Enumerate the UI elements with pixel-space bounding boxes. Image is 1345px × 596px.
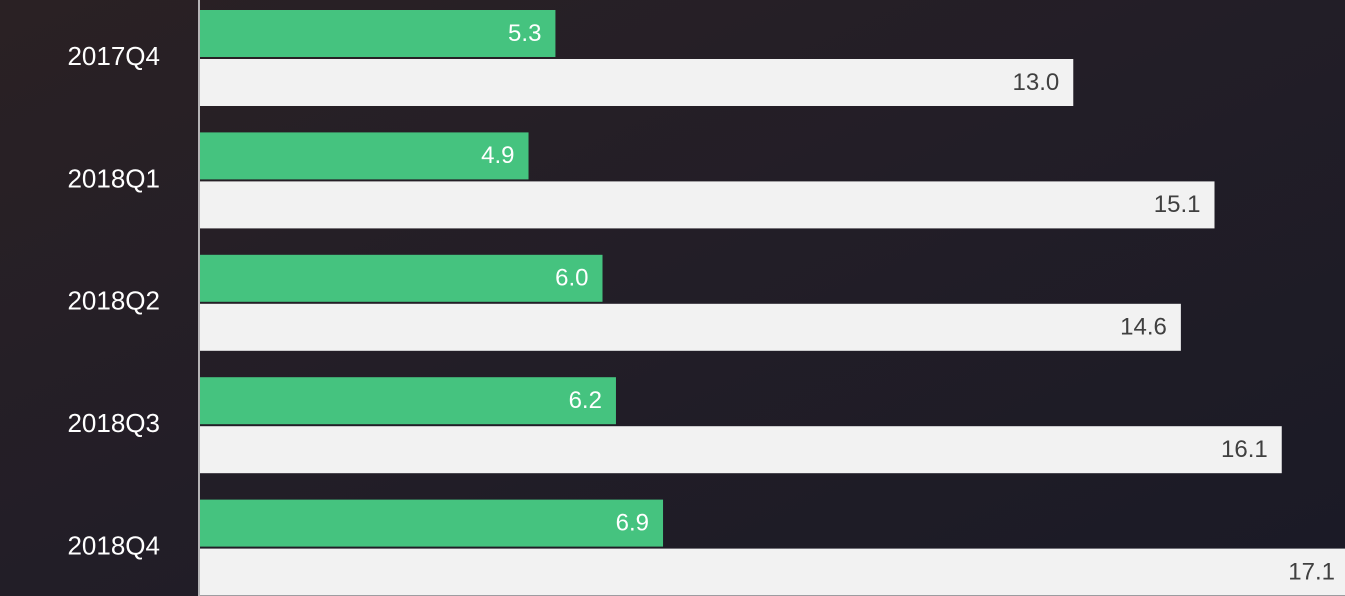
data-label: 16.1 [1221, 436, 1268, 463]
bar [200, 303, 1181, 351]
bar [200, 59, 1074, 106]
bar [200, 499, 664, 547]
y-tick-label: 2018Q4 [67, 530, 160, 560]
bar [200, 254, 603, 302]
y-tick-label: 2018Q2 [67, 286, 160, 316]
data-label: 17.1 [1288, 558, 1335, 585]
data-label: 5.3 [508, 20, 541, 47]
data-label: 6.9 [616, 509, 649, 536]
bar [200, 548, 1345, 596]
data-label: 4.9 [481, 142, 514, 169]
y-tick-label: 2018Q1 [67, 163, 160, 193]
data-label: 13.0 [1013, 69, 1060, 96]
bar [200, 181, 1215, 229]
y-tick-label: 2018Q3 [67, 408, 160, 438]
data-label: 6.0 [555, 265, 588, 292]
data-label: 15.1 [1154, 191, 1201, 218]
data-label: 14.6 [1120, 314, 1167, 341]
bar [200, 10, 556, 57]
data-label: 6.2 [569, 387, 602, 414]
y-tick-label: 2017Q4 [67, 41, 160, 71]
bar [200, 426, 1282, 474]
bar [200, 132, 529, 180]
bar [200, 377, 616, 425]
